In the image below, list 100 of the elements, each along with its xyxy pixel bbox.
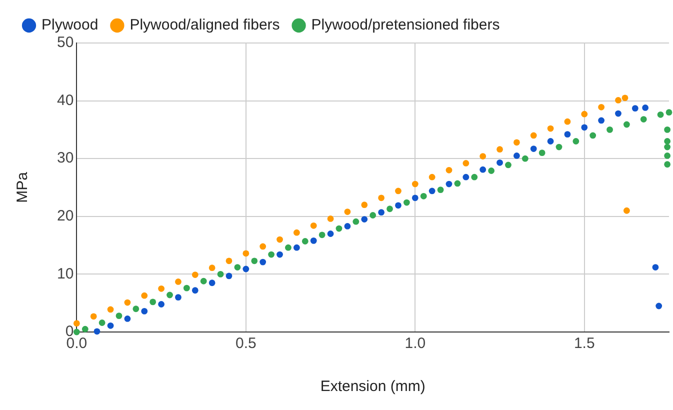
point bbox=[462, 174, 470, 180]
point bbox=[217, 271, 224, 278]
point bbox=[496, 159, 503, 166]
point bbox=[598, 117, 605, 124]
point bbox=[141, 308, 148, 314]
point bbox=[496, 146, 503, 153]
point bbox=[132, 306, 140, 312]
point bbox=[82, 326, 88, 332]
point bbox=[344, 208, 351, 215]
point bbox=[556, 144, 562, 150]
point bbox=[166, 292, 173, 298]
point bbox=[302, 238, 308, 244]
point bbox=[615, 97, 622, 104]
point bbox=[158, 285, 164, 292]
point bbox=[208, 280, 216, 286]
point bbox=[581, 110, 588, 118]
y-tick-label: 50 bbox=[56, 34, 74, 52]
point bbox=[318, 232, 326, 238]
point bbox=[107, 322, 114, 329]
point bbox=[293, 229, 300, 236]
point bbox=[420, 192, 427, 200]
point bbox=[615, 110, 622, 117]
point bbox=[622, 94, 628, 102]
point bbox=[378, 194, 385, 202]
point bbox=[386, 206, 393, 212]
point bbox=[403, 199, 410, 206]
point bbox=[192, 287, 198, 294]
point bbox=[652, 264, 659, 270]
y-axis-title: MPa bbox=[14, 171, 32, 203]
point bbox=[158, 301, 164, 308]
point bbox=[98, 320, 106, 326]
point bbox=[664, 126, 671, 133]
point bbox=[412, 180, 418, 188]
point bbox=[462, 160, 470, 166]
point bbox=[73, 328, 80, 336]
x-axis-title: Extension (mm) bbox=[320, 378, 426, 396]
point bbox=[623, 121, 630, 128]
point bbox=[538, 150, 546, 156]
point bbox=[488, 168, 495, 174]
point bbox=[226, 272, 232, 280]
point bbox=[175, 294, 182, 301]
point bbox=[471, 174, 478, 180]
point bbox=[632, 105, 638, 112]
point bbox=[664, 144, 671, 150]
point bbox=[454, 180, 461, 187]
point bbox=[327, 216, 334, 222]
point bbox=[175, 278, 182, 285]
x-tick-label: 1.0 bbox=[404, 335, 426, 352]
point bbox=[666, 109, 672, 116]
point bbox=[327, 230, 334, 237]
point bbox=[522, 155, 528, 162]
point bbox=[446, 166, 452, 174]
point bbox=[428, 188, 436, 194]
point bbox=[310, 222, 317, 229]
point bbox=[505, 162, 512, 168]
point bbox=[513, 152, 520, 159]
point bbox=[564, 131, 571, 138]
point bbox=[590, 132, 596, 139]
point bbox=[352, 218, 360, 225]
point bbox=[200, 278, 207, 284]
point bbox=[336, 225, 342, 232]
point bbox=[640, 116, 647, 122]
point bbox=[412, 194, 418, 202]
point bbox=[73, 320, 80, 327]
point bbox=[664, 152, 671, 159]
legend-label: Plywood/pretensioned fibers bbox=[311, 16, 500, 34]
point bbox=[310, 237, 317, 244]
point bbox=[90, 313, 97, 320]
legend-label: Plywood bbox=[42, 16, 98, 34]
point bbox=[664, 138, 671, 144]
point bbox=[513, 139, 520, 146]
point bbox=[572, 138, 580, 144]
point bbox=[141, 292, 148, 299]
x-tick-label: 1.5 bbox=[574, 335, 595, 352]
y-tick-label: 40 bbox=[56, 92, 74, 109]
point bbox=[370, 212, 376, 218]
point bbox=[656, 302, 662, 310]
point bbox=[268, 251, 275, 258]
point bbox=[623, 207, 630, 214]
point bbox=[116, 312, 122, 320]
point bbox=[208, 264, 216, 272]
point bbox=[234, 264, 241, 270]
point bbox=[480, 153, 486, 160]
point bbox=[226, 258, 232, 264]
point bbox=[547, 125, 554, 132]
point bbox=[260, 258, 266, 266]
point bbox=[564, 118, 571, 125]
point bbox=[606, 126, 613, 133]
legend-label: Plywood/aligned fibers bbox=[130, 16, 280, 34]
point bbox=[530, 146, 537, 152]
point bbox=[598, 104, 605, 110]
y-tick-label: 20 bbox=[56, 208, 74, 225]
point bbox=[642, 104, 649, 111]
point bbox=[107, 306, 114, 313]
point bbox=[395, 202, 402, 209]
point bbox=[361, 216, 368, 222]
point bbox=[124, 299, 131, 306]
point bbox=[124, 316, 131, 322]
y-tick-label: 10 bbox=[56, 265, 74, 282]
point bbox=[285, 244, 292, 251]
